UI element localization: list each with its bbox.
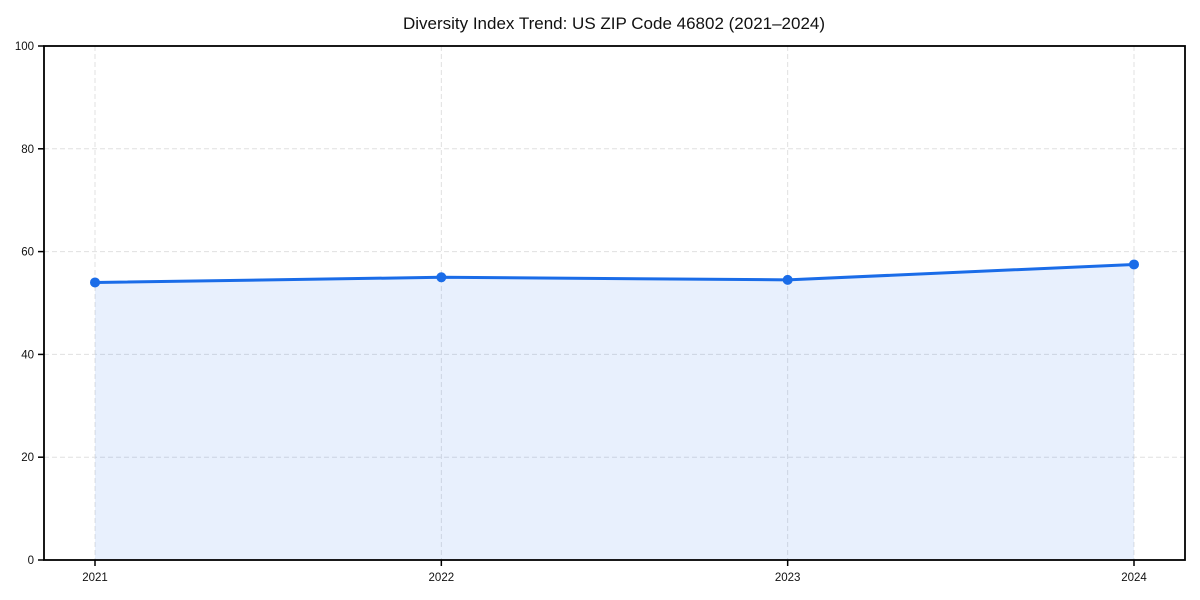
y-tick-label: 80	[21, 144, 34, 156]
y-tick-label: 20	[21, 452, 34, 464]
y-tick-label: 60	[21, 247, 34, 259]
x-tick-label: 2024	[1121, 572, 1147, 584]
data-point-2021	[90, 277, 100, 288]
plot-border	[43, 45, 1186, 561]
series-line	[93, 262, 1136, 284]
series-area-fill	[95, 264, 1134, 560]
data-point-2024	[1129, 259, 1139, 270]
x-tick-label: 2022	[429, 572, 455, 584]
x-tick-label: 2021	[82, 572, 108, 584]
gridlines	[44, 46, 1185, 560]
trend-line	[93, 262, 1136, 284]
y-tick-label: 0	[28, 555, 34, 567]
data-points	[90, 259, 1139, 288]
x-tick-label: 2023	[775, 572, 801, 584]
chart-title: Diversity Index Trend: US ZIP Code 46802…	[403, 14, 825, 33]
axis-ticks: 0 20 40 60 80 100 2021 2022 2023 2024	[15, 41, 1148, 584]
data-point-2022	[436, 272, 447, 283]
y-tick-label: 100	[15, 41, 34, 53]
y-tick-label: 40	[21, 349, 34, 361]
data-point-2023	[782, 274, 793, 285]
area-fill	[95, 264, 1134, 560]
